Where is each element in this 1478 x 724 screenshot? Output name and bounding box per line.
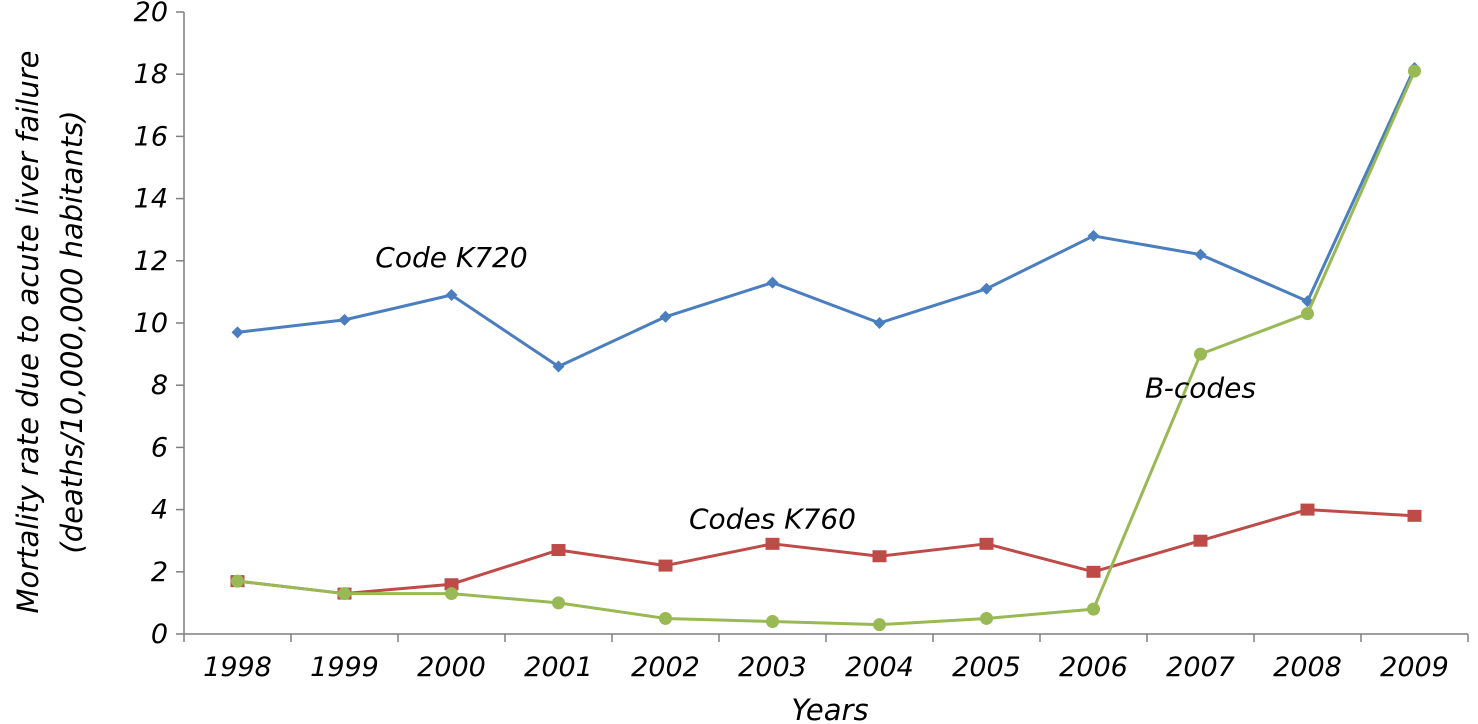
- x-tick-label: 2007: [1166, 652, 1235, 683]
- data-point: [1087, 229, 1100, 242]
- data-point: [445, 587, 458, 601]
- series-annotation: Code K720: [375, 241, 527, 274]
- data-point: [1194, 347, 1207, 361]
- series-layer: [230, 61, 1422, 632]
- series-line: [237, 67, 1416, 369]
- data-point: [980, 611, 993, 625]
- series-1: [231, 61, 1421, 373]
- x-tick-label: 2008: [1273, 652, 1342, 683]
- data-point: [658, 559, 673, 572]
- data-point: [766, 615, 779, 629]
- x-axis-title: Years: [791, 693, 868, 724]
- x-axis: 1998 1999 2000 2001 2002 2003 2004 2005 2006 2007…: [183, 633, 1469, 683]
- y-tick-label: 8: [151, 370, 168, 401]
- axis-titles: Years Mortality rate due to acute liver …: [11, 50, 869, 724]
- data-point: [338, 587, 351, 601]
- data-point: [231, 574, 244, 588]
- x-tick-label: 2003: [738, 652, 807, 683]
- series-3: [231, 64, 1421, 632]
- data-point: [979, 537, 994, 550]
- y-axis-title-line-2: (deaths/10,000,000 habitants): [55, 110, 89, 553]
- x-tick-label: 1998: [203, 652, 272, 683]
- y-tick-label: 20: [134, 0, 168, 28]
- y-tick-label: 4: [151, 495, 168, 526]
- data-point: [552, 596, 565, 610]
- x-tick-label: 2005: [952, 652, 1021, 683]
- data-point: [659, 310, 672, 323]
- data-point: [231, 326, 244, 339]
- data-point: [1087, 602, 1100, 616]
- data-point: [1301, 307, 1314, 321]
- data-point: [659, 611, 672, 625]
- data-point: [1407, 509, 1422, 522]
- data-point: [444, 578, 459, 591]
- series-line: [237, 70, 1416, 627]
- x-tick-label: 2009: [1380, 652, 1449, 683]
- y-axis-title-line-1: Mortality rate due to acute liver failur…: [11, 50, 45, 613]
- data-point: [1194, 248, 1207, 261]
- series-annotation: Codes K760: [689, 502, 856, 535]
- x-tick-label: 2001: [524, 652, 593, 683]
- data-point: [1408, 64, 1421, 78]
- data-point: [1193, 534, 1208, 547]
- x-tick-label: 2006: [1059, 652, 1128, 683]
- data-point: [765, 537, 780, 550]
- x-tick-label: 2002: [631, 652, 700, 683]
- y-tick-label: 10: [134, 308, 168, 339]
- y-tick-label: 0: [151, 619, 168, 650]
- data-point: [551, 544, 566, 557]
- y-tick-label: 18: [134, 59, 168, 90]
- x-tick-label: 2000: [417, 652, 486, 683]
- data-point: [338, 313, 351, 326]
- data-point: [873, 317, 886, 329]
- x-tick-label: 1999: [310, 652, 379, 683]
- data-point: [445, 289, 458, 302]
- y-axis: 0 2 4 6 8 10 12 14 16 18 20: [134, 0, 185, 650]
- y-tick-label: 6: [151, 432, 168, 463]
- series-line: [237, 508, 1415, 596]
- data-point: [766, 276, 779, 289]
- annotation-layer: Code K720 Codes K760 B-codes: [375, 241, 1256, 535]
- series-annotation: B-codes: [1145, 372, 1256, 405]
- data-point: [980, 282, 993, 295]
- data-point: [873, 618, 886, 632]
- x-tick-label: 2004: [845, 652, 914, 683]
- data-point: [872, 550, 887, 563]
- data-point: [1300, 503, 1315, 516]
- y-tick-label: 2: [151, 557, 168, 588]
- data-point: [1086, 565, 1101, 578]
- y-tick-label: 14: [134, 184, 168, 215]
- y-tick-label: 12: [134, 246, 168, 277]
- y-tick-label: 16: [134, 121, 168, 152]
- series-2: [230, 503, 1422, 600]
- data-point: [552, 360, 565, 373]
